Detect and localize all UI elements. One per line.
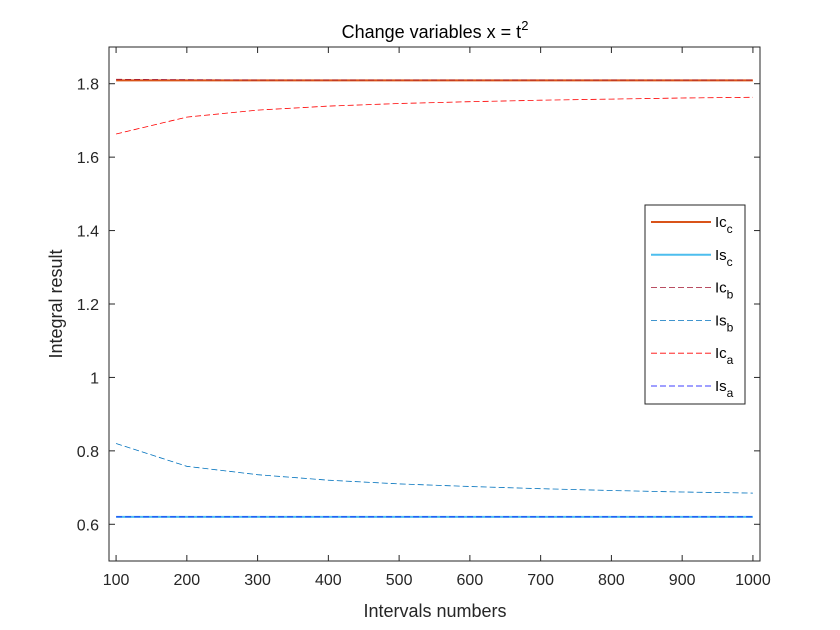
x-tick-label: 300 [244, 572, 271, 589]
x-tick-label: 200 [173, 572, 200, 589]
y-tick-label: 1.4 [77, 224, 99, 241]
chart-title: Change variables x = t2 [342, 18, 529, 42]
y-tick-label: 0.6 [77, 517, 99, 534]
chart-title-superscript: 2 [521, 18, 528, 33]
x-tick-label: 400 [315, 572, 342, 589]
series-line-is-b [115, 443, 753, 494]
x-tick-label: 500 [386, 572, 413, 589]
legend-entry-label: Ica [715, 345, 734, 367]
series-line-ic-b [116, 78, 753, 81]
plot-area: 100 200 300 400 500 600 700 800 900 1000 0.6 0.8 1 1.… [77, 46, 771, 589]
x-tick-label: 800 [598, 572, 625, 589]
x-tick-label: 700 [527, 572, 554, 589]
legend-box [644, 204, 746, 405]
x-tick-label: 600 [457, 572, 484, 589]
chart-title-text: Change variables x = t [342, 22, 522, 42]
y-tick-label: 1 [90, 370, 99, 387]
x-tick-label: 1000 [735, 572, 771, 589]
y-tick-label: 1.6 [77, 150, 99, 167]
legend: Icc Isc Icb Isb Ica Isa [644, 204, 746, 405]
legend-entry-label: Isc [715, 247, 733, 269]
legend-entry-label: Isb [715, 312, 734, 334]
legend-entry-label: Icc [715, 214, 733, 236]
y-tick-label: 1.2 [77, 297, 99, 314]
x-tick-label: 900 [669, 572, 696, 589]
legend-entry-label: Icb [715, 280, 734, 302]
y-axis-label: Integral result [46, 249, 66, 358]
legend-entry-label: Isa [715, 378, 734, 400]
y-tick-label: 0.8 [77, 444, 99, 461]
x-tick-label: 100 [103, 572, 130, 589]
y-tick-label: 1.8 [77, 77, 99, 94]
series-line-ic-a [116, 96, 753, 135]
x-axis-label: Intervals numbers [363, 601, 506, 621]
